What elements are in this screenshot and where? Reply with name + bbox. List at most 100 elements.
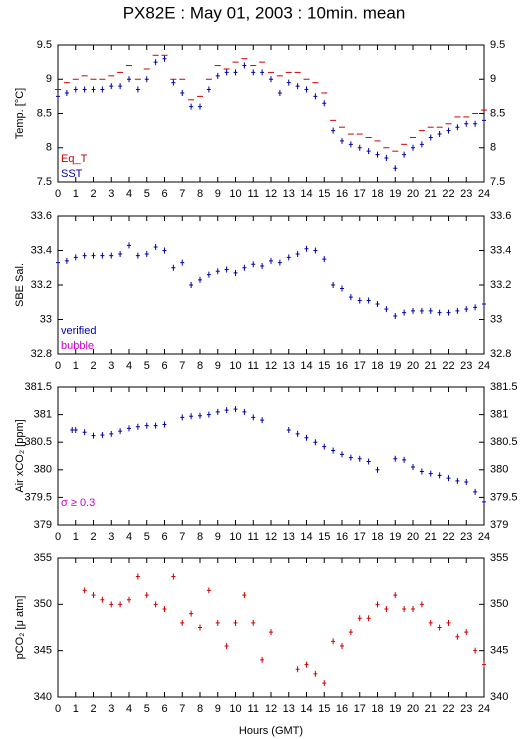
data-point <box>375 601 380 608</box>
data-point <box>206 86 211 93</box>
x-tick-label: 23 <box>460 188 472 200</box>
data-point <box>340 285 344 292</box>
data-point <box>411 307 415 314</box>
x-tick-label: 14 <box>300 360 312 372</box>
data-point <box>393 592 398 599</box>
x-tick-label: 1 <box>73 703 79 715</box>
data-point <box>242 264 247 271</box>
data-point <box>455 124 460 131</box>
x-tick-label: 4 <box>126 360 132 372</box>
data-point <box>91 86 96 93</box>
data-point <box>313 439 318 446</box>
data-point <box>224 266 229 273</box>
data-point <box>82 587 87 594</box>
data-point <box>295 666 300 673</box>
x-tick-label: 12 <box>265 360 277 372</box>
x-axis-label: Hours (GMT) <box>239 725 303 737</box>
data-point <box>322 680 327 687</box>
x-tick-label: 21 <box>425 360 437 372</box>
x-tick-label: 6 <box>161 188 167 200</box>
data-point <box>260 417 265 424</box>
y-tick-label: 350 <box>34 598 52 610</box>
data-point <box>127 242 131 249</box>
x-tick-label: 23 <box>460 360 472 372</box>
data-point <box>144 76 149 83</box>
x-tick-label: 1 <box>73 188 79 200</box>
data-point <box>375 300 380 307</box>
data-point <box>260 263 265 270</box>
data-point <box>437 309 442 316</box>
x-tick-label: 24 <box>478 360 490 372</box>
y-tick-label-right: 379.5 <box>490 491 518 503</box>
data-point <box>411 144 415 151</box>
series <box>56 242 486 320</box>
data-point <box>402 605 407 612</box>
x-tick-label: 10 <box>229 703 241 715</box>
data-point <box>144 250 149 257</box>
x-tick-label: 15 <box>318 531 330 543</box>
y-axis-label: Temp. [°C] <box>14 88 26 139</box>
x-tick-label: 7 <box>179 703 185 715</box>
data-point <box>118 601 123 608</box>
data-point <box>189 413 194 420</box>
x-tick-label: 5 <box>144 531 150 543</box>
data-point <box>64 89 69 96</box>
x-tick-label: 9 <box>215 360 221 372</box>
data-point <box>198 624 202 631</box>
data-point <box>153 422 158 429</box>
data-point <box>446 619 451 626</box>
data-point <box>180 259 185 266</box>
x-tick-label: 11 <box>248 703 259 715</box>
data-point <box>224 407 229 414</box>
x-tick-label: 16 <box>336 531 348 543</box>
y-tick-label-right: 8.5 <box>490 107 505 119</box>
data-point <box>251 619 256 626</box>
data-point <box>455 477 460 484</box>
x-tick-label: 17 <box>354 360 366 372</box>
x-tick-label: 19 <box>389 360 401 372</box>
y-tick-label-right: 350 <box>490 598 508 610</box>
data-point <box>473 488 478 495</box>
data-point <box>482 300 486 307</box>
data-point <box>366 148 371 155</box>
data-point <box>91 592 96 599</box>
y-tick-label-right: 33.4 <box>490 244 511 256</box>
x-tick-label: 8 <box>197 360 203 372</box>
annotation: σ ≥ 0.3 <box>61 497 95 509</box>
data-point <box>277 259 282 266</box>
x-tick-label: 20 <box>407 531 419 543</box>
y-tick-label-right: 380.5 <box>490 436 518 448</box>
data-point <box>366 615 371 622</box>
data-point <box>411 605 415 612</box>
data-point <box>260 656 265 663</box>
data-point <box>464 629 469 636</box>
y-tick-label-right: 9 <box>490 73 496 85</box>
data-point <box>251 69 256 76</box>
data-point <box>206 587 211 594</box>
y-tick-label: 381.5 <box>24 381 52 393</box>
data-point <box>118 428 123 435</box>
data-point <box>135 423 140 430</box>
data-point <box>269 629 273 636</box>
data-point <box>357 455 362 462</box>
x-tick-label: 5 <box>144 703 150 715</box>
data-point <box>304 434 309 441</box>
x-tick-label: 20 <box>407 360 419 372</box>
data-point <box>331 638 336 645</box>
x-tick-label: 9 <box>215 531 221 543</box>
x-tick-label: 20 <box>407 703 419 715</box>
x-tick-label: 15 <box>318 360 330 372</box>
data-point <box>198 276 202 283</box>
data-point <box>428 470 433 477</box>
y-tick-label: 380.5 <box>24 436 52 448</box>
x-tick-label: 19 <box>389 188 401 200</box>
y-tick-label: 8.5 <box>37 107 52 119</box>
y-tick-label-right: 379 <box>490 519 508 531</box>
data-point <box>127 425 131 432</box>
x-tick-label: 2 <box>90 188 96 200</box>
data-point <box>313 247 318 254</box>
x-tick-label: 6 <box>161 531 167 543</box>
y-tick-label: 9 <box>46 73 52 85</box>
x-tick-label: 13 <box>283 188 295 200</box>
x-tick-label: 4 <box>126 188 132 200</box>
